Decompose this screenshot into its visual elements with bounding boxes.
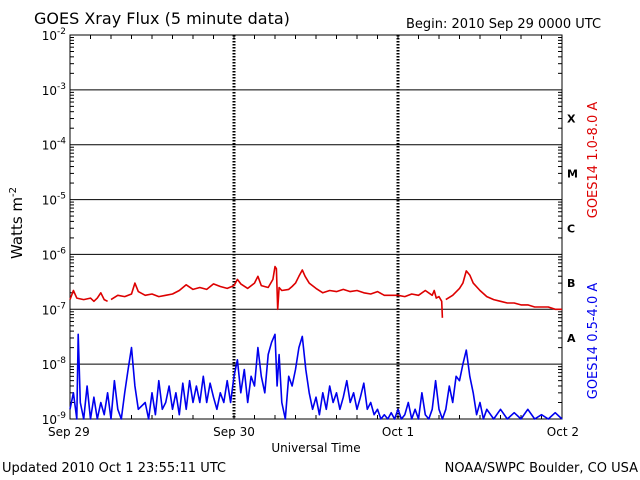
short-channel-flux-line xyxy=(69,333,563,420)
y-axis-label: Watts m-2 xyxy=(8,187,26,259)
x-axis-label: Universal Time xyxy=(271,441,360,455)
x-tick-label: Oct 2 xyxy=(547,425,579,439)
short-channel-legend-label: GOES14 0.5-4.0 A xyxy=(586,283,601,400)
chart-title: GOES Xray Flux (5 minute data) xyxy=(34,9,290,28)
flare-class-label: C xyxy=(567,222,575,235)
x-tick-label: Sep 29 xyxy=(48,425,90,439)
long-channel-flux-line xyxy=(69,289,108,303)
long-channel-flux-line xyxy=(445,270,562,311)
x-tick-label: Sep 30 xyxy=(213,425,255,439)
begin-time: Begin: 2010 Sep 29 0000 UTC xyxy=(406,17,602,32)
flare-class-label: A xyxy=(567,332,576,345)
plot-frame xyxy=(69,34,563,420)
flare-class-label: M xyxy=(567,167,578,180)
y-tick-label: 10-2 xyxy=(42,27,66,43)
y-tick-label: 10-4 xyxy=(42,137,67,153)
y-tick-label: 10-5 xyxy=(42,192,66,208)
y-tick-label: 10-6 xyxy=(42,246,67,262)
long-channel-legend-label: GOES14 1.0-8.0 A xyxy=(586,102,601,219)
flare-class-label: X xyxy=(567,113,576,126)
y-tick-label: 10-7 xyxy=(42,301,66,317)
y-tick-label: 10-9 xyxy=(42,411,67,427)
x-tick-label: Oct 1 xyxy=(382,425,414,439)
updated-timestamp: Updated 2010 Oct 1 23:55:11 UTC xyxy=(2,461,226,476)
y-tick-label: 10-3 xyxy=(42,82,66,98)
long-channel-flux-line xyxy=(110,265,444,318)
y-tick-label: 10-8 xyxy=(42,356,67,372)
data-source: NOAA/SWPC Boulder, CO USA xyxy=(444,461,638,476)
flare-class-label: B xyxy=(567,277,575,290)
